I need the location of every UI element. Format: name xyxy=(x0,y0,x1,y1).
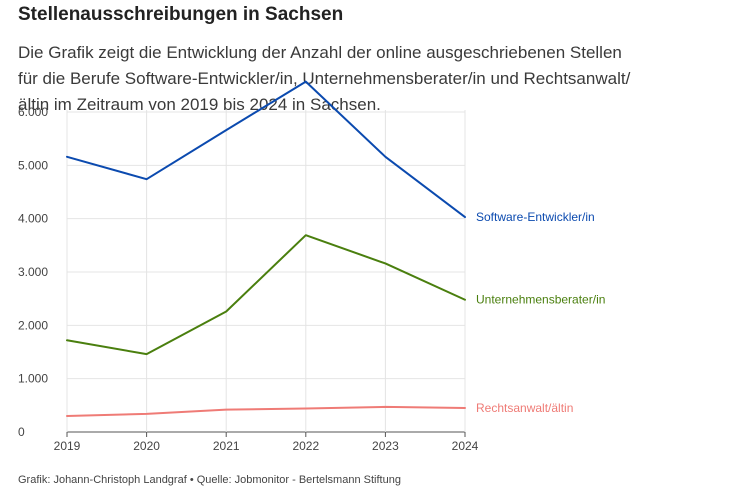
data-point xyxy=(463,215,467,219)
gridlines xyxy=(66,110,466,433)
y-tick-label: 6.000 xyxy=(18,105,48,119)
y-tick-label: 0 xyxy=(18,425,25,439)
data-point xyxy=(383,155,387,159)
data-point xyxy=(145,412,149,416)
x-tick-label: 2023 xyxy=(372,439,399,453)
chart-description: Die Grafik zeigt die Entwicklung der Anz… xyxy=(18,43,631,114)
data-point xyxy=(65,414,69,418)
x-tick-label: 2020 xyxy=(133,439,160,453)
series-label: Unternehmensberater/in xyxy=(476,293,605,307)
data-point xyxy=(145,352,149,356)
y-tick-label: 1.000 xyxy=(18,372,48,386)
data-point xyxy=(304,233,308,237)
data-point xyxy=(383,405,387,409)
data-point xyxy=(145,177,149,181)
source-credit: Grafik: Johann-Christoph Landgraf • Quel… xyxy=(18,474,401,486)
data-point xyxy=(224,128,228,132)
series-group xyxy=(65,80,467,418)
x-tick-label: 2019 xyxy=(54,439,81,453)
y-tick-label: 4.000 xyxy=(18,212,48,226)
y-tick-label: 2.000 xyxy=(18,318,48,332)
data-point xyxy=(65,338,69,342)
data-point xyxy=(383,261,387,265)
data-point xyxy=(304,407,308,411)
data-point xyxy=(224,309,228,313)
line-chart: 0 1.000 2.000 3.000 4.000 5.000 6.000 2019 2020… xyxy=(18,80,605,453)
series-line xyxy=(66,405,466,417)
y-axis: 0 1.000 2.000 3.000 4.000 5.000 6.000 xyxy=(18,105,48,439)
series-labels: Software-Entwickler/in Unternehmensberate… xyxy=(476,210,605,415)
series-label: Software-Entwickler/in xyxy=(476,210,595,224)
chart-title: Stellenausschreibungen in Sachsen xyxy=(18,4,344,25)
x-tick-label: 2021 xyxy=(213,439,240,453)
y-tick-label: 3.000 xyxy=(18,265,48,279)
data-point xyxy=(304,80,308,84)
x-axis: 2019 2020 2021 2022 2023 2024 xyxy=(54,432,479,453)
data-point xyxy=(224,408,228,412)
data-point xyxy=(463,406,467,410)
series-label: Rechtsanwalt/ältin xyxy=(476,401,573,415)
series-line xyxy=(66,234,466,356)
data-point xyxy=(65,155,69,159)
x-tick-label: 2022 xyxy=(292,439,319,453)
series-line xyxy=(66,80,466,219)
y-tick-label: 5.000 xyxy=(18,158,48,172)
x-tick-label: 2024 xyxy=(452,439,479,453)
data-point xyxy=(463,298,467,302)
